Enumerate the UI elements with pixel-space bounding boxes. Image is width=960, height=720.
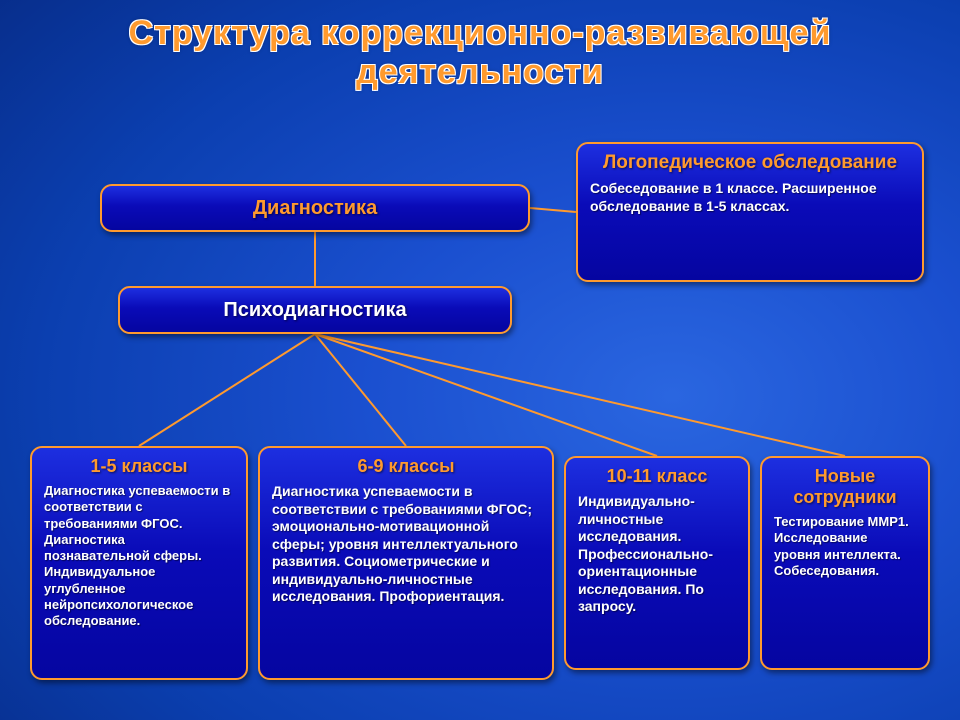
node-logopedicheskoe: Логопедическое обследование Собеседовани… [576,142,924,282]
slide-title: Структура коррекционно-развивающей деяте… [0,14,960,92]
node-diagnostika: Диагностика [100,184,530,232]
connector-line [139,334,315,446]
node-title: Новые сотрудники [774,466,916,508]
node-body: Индивидуально-личностные исследования. П… [578,493,736,616]
node-title: Логопедическое обследование [590,152,910,174]
connector-line [315,334,406,446]
node-title: Диагностика [253,197,377,220]
connector-line [530,208,576,212]
node-psikhodiagnostika: Психодиагностика [118,286,512,334]
node-title: 10-11 класс [578,466,736,487]
node-body: Собеседование в 1 классе. Расширенное об… [590,180,910,215]
node-title: 1-5 классы [44,456,234,477]
node-title: Психодиагностика [223,299,406,322]
node-new-staff: Новые сотрудники Тестирование MMP1. Иссл… [760,456,930,670]
node-classes-1-5: 1-5 классы Диагностика успеваемости в со… [30,446,248,680]
connector-line [315,334,657,456]
node-body: Тестирование MMP1. Исследование уровня и… [774,514,916,579]
node-body: Диагностика успеваемости в соответствии … [44,483,234,629]
node-classes-6-9: 6-9 классы Диагностика успеваемости в со… [258,446,554,680]
connector-line [315,334,845,456]
node-body: Диагностика успеваемости в соответствии … [272,483,540,606]
slide-stage: Структура коррекционно-развивающей деяте… [0,0,960,720]
node-title: 6-9 классы [272,456,540,477]
node-classes-10-11: 10-11 класс Индивидуально-личностные исс… [564,456,750,670]
